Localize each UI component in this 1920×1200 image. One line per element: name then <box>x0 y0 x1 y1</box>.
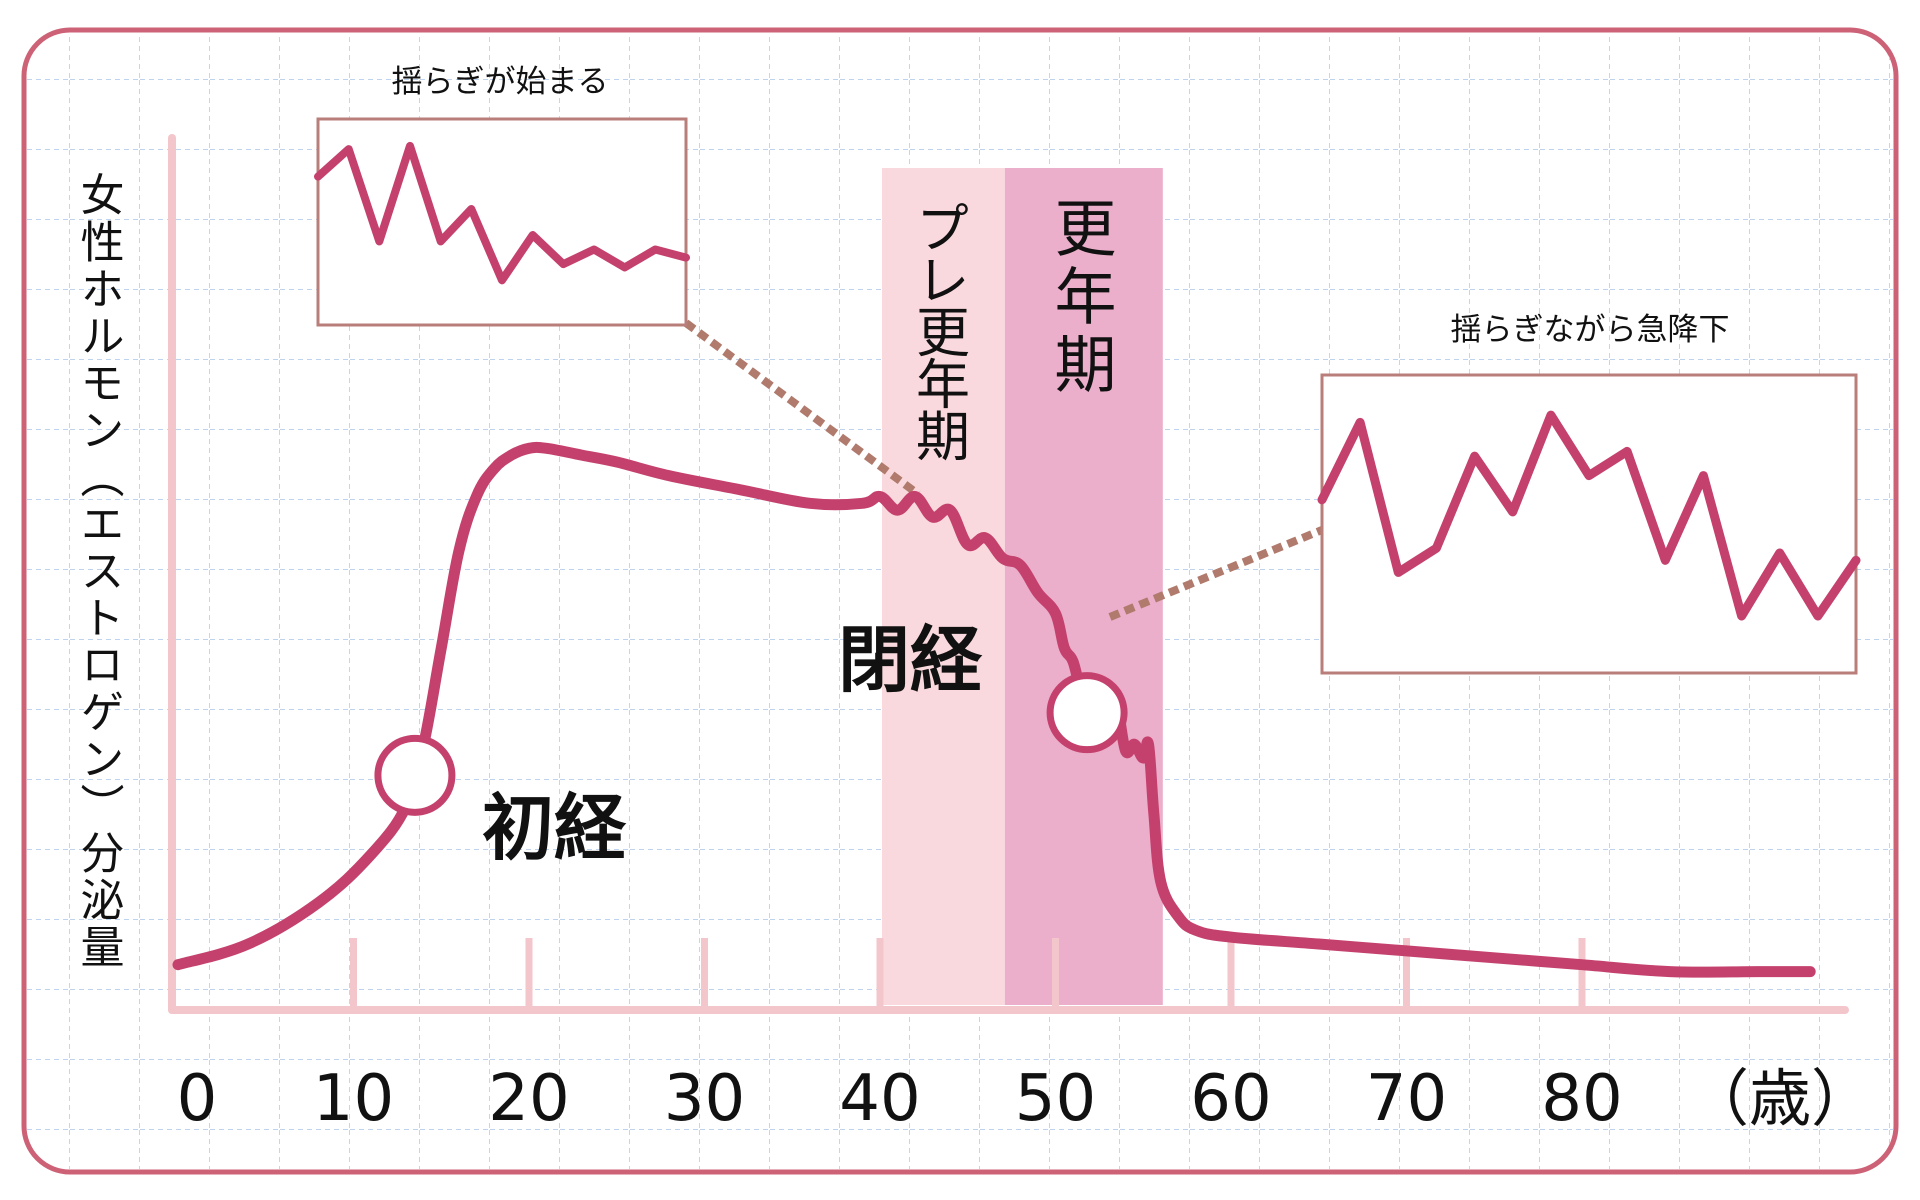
x-tick-label: 70 <box>1366 1062 1447 1136</box>
pre-menopause-label: プレ更年期 <box>907 200 970 461</box>
x-tick-label: 80 <box>1541 1062 1622 1136</box>
x-tick-label: 40 <box>839 1062 920 1136</box>
menarche-marker <box>378 738 452 812</box>
inset-left-title: 揺らぎが始まる <box>392 64 609 100</box>
x-tick-label: 60 <box>1190 1062 1271 1136</box>
x-tick-label: 10 <box>313 1062 394 1136</box>
menopause-label: 閉経 <box>838 618 983 702</box>
x-tick-label: 50 <box>1015 1062 1096 1136</box>
inset-right-box <box>1322 375 1856 673</box>
x-axis-tick-labels: 0 10 20 30 40 50 60 70 80 <box>177 1062 1623 1136</box>
menarche-label: 初経 <box>482 786 627 870</box>
inset-right-title: 揺らぎながら急降下 <box>1451 312 1730 348</box>
x-tick-label: 20 <box>488 1062 569 1136</box>
menopause-marker <box>1050 676 1124 750</box>
menopause-period-label: 更年期 <box>1044 196 1117 400</box>
x-tick-label: 0 <box>177 1062 218 1136</box>
x-tick-label: 30 <box>664 1062 745 1136</box>
x-axis-unit: （歳） <box>1687 1062 1873 1135</box>
y-axis-label: 女性ホルモン（エストロゲン）分泌量 <box>73 172 124 971</box>
